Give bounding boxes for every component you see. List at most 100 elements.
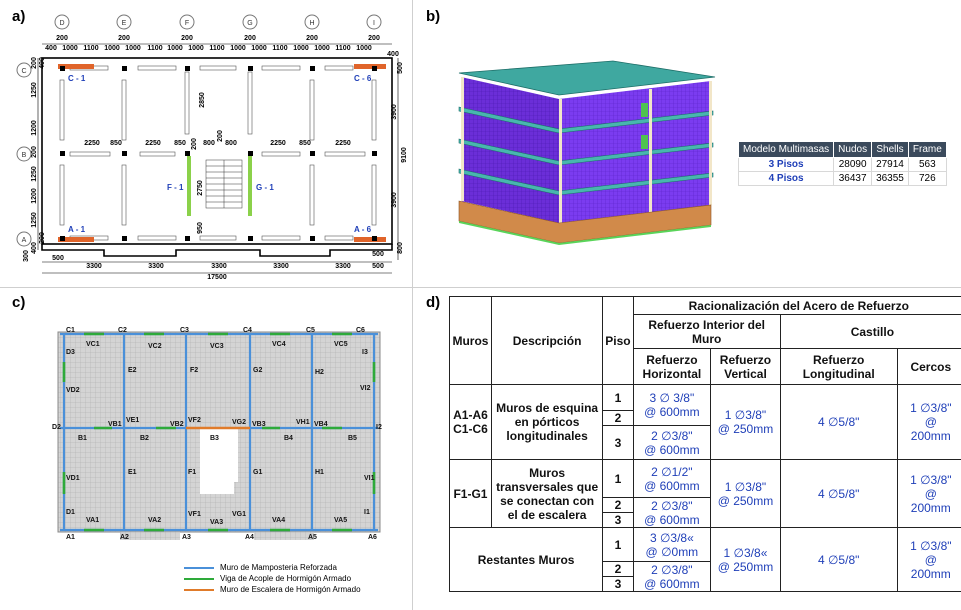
mesh-label: C4: [243, 327, 252, 334]
mesh-label: VA4: [272, 517, 285, 524]
mesh-label: VD1: [66, 475, 80, 482]
dim-top: 1000: [125, 45, 141, 52]
th-piso: Piso: [602, 296, 634, 385]
legend: Muro de Mamposteria Reforzada Viga de Ac…: [184, 562, 361, 595]
dim-bottom: 500: [372, 263, 384, 270]
panel-c-label: c): [12, 294, 26, 311]
dim-mid: 800: [203, 140, 215, 147]
mesh-label: D2: [52, 424, 61, 431]
dim-bottom: 3300: [86, 263, 102, 270]
dim-inner: 2850: [199, 92, 206, 108]
dim-right: 500: [372, 251, 384, 258]
mesh-label: VF2: [188, 417, 201, 424]
axis-letter-H: H: [309, 20, 314, 27]
dim-mid: 2250: [145, 140, 161, 147]
dim-left: 1250: [31, 166, 38, 182]
wall-label-f1: F - 1: [167, 183, 184, 192]
wall-label-a6: A - 6: [354, 225, 372, 234]
dim-left: 1200: [31, 188, 38, 204]
dim-top: 1000: [188, 45, 204, 52]
dim-bottom: 3300: [211, 263, 227, 270]
dim-top: 1000: [62, 45, 78, 52]
dim-top: 1000: [251, 45, 267, 52]
axis-letter-I: I: [373, 20, 375, 27]
th-longitudinal: Refuerzo Longitudinal: [779, 348, 898, 385]
mesh-label: VI2: [360, 385, 371, 392]
axis-letter-G: G: [247, 20, 252, 27]
dim-top: 1100: [147, 45, 162, 52]
dim-left: 200: [31, 146, 38, 158]
axis-letter-F: F: [185, 20, 189, 27]
dim-left: 200: [31, 57, 38, 69]
mesh-labels: C1 C2 C3 C4 C5 C6 VC1 VC2 VC3 VC4 VC5 D3…: [52, 327, 382, 541]
axis-circles-top: D E F G H I: [54, 14, 382, 30]
mesh-label: F2: [190, 367, 198, 374]
mesh-label: C5: [306, 327, 315, 334]
mesh-label: VB4: [314, 421, 328, 428]
dim-mid: 2250: [335, 140, 351, 147]
dim-top: 1000: [230, 45, 246, 52]
wall-label-g1: G - 1: [256, 183, 274, 192]
right-dimensions: 500 3900 9100 3900 800 500: [372, 58, 408, 260]
building-outline: [41, 57, 393, 257]
th-muros: Muros: [449, 296, 492, 385]
dim-mid: 850: [110, 140, 122, 147]
dim-200: 200: [56, 35, 68, 42]
table-title: Racionalización del Acero de Refuerzo: [632, 296, 961, 315]
dim-left: 1250: [31, 82, 38, 98]
dim-top: 1000: [293, 45, 309, 52]
table-row: 2 2 ∅3/8" @ 600mm: [450, 561, 961, 592]
mesh-label: C6: [356, 327, 365, 334]
mesh-label: A5: [308, 534, 317, 541]
dim-top: 400: [45, 45, 57, 52]
mesh-label: A4: [245, 534, 254, 541]
panel-a: a) D E F G H I C B A 200 200: [0, 0, 412, 287]
mesh-label: D3: [66, 349, 75, 356]
mesh-label: B1: [78, 435, 87, 442]
mesh-label: VG1: [232, 511, 246, 518]
table-row: 2: [450, 410, 961, 426]
dim-left: 300: [23, 250, 30, 262]
table-row: Restantes Muros 1 3 ∅3/8« @ ∅0mm 1 ∅3/8« @…: [448, 527, 961, 592]
table-row: F1-G1 Muros transversales que se conecta…: [449, 459, 961, 528]
dim-total: 17500: [207, 274, 227, 281]
divider-horizontal: [0, 287, 961, 288]
panel-d: d) Muros Descripción Piso Racionalizació…: [413, 288, 961, 610]
dim-right: 9100: [401, 147, 408, 163]
th-horizontal: Refuerzo Horizontal: [632, 348, 712, 385]
table-row: 3 2 ∅3/8" @ 600mm: [450, 425, 961, 460]
corner-walls: [58, 64, 386, 242]
dim-right: 3900: [391, 192, 398, 208]
th-descripcion: Descripción: [490, 296, 604, 385]
building-3d-model: [458, 60, 716, 245]
table-row: 3 Pisos 28090 27914 563: [737, 157, 947, 172]
axis-letter-D: D: [59, 20, 64, 27]
dim-200: 200: [118, 35, 130, 42]
legend-item: Viga de Acople de Hormigón Armado: [184, 573, 361, 584]
panel-b: b): [413, 0, 961, 287]
mesh-label: VA3: [210, 519, 223, 526]
mesh-label: B2: [140, 435, 149, 442]
mesh-label: E2: [128, 367, 137, 374]
dim-left: 1250: [31, 212, 38, 228]
axis-letter-B: B: [22, 152, 27, 159]
top-dimension-row: 200 200 200 200 200 200 400 1000 1100 10…: [42, 35, 399, 58]
mesh-label: I3: [362, 349, 368, 356]
th-castillo: Castillo: [779, 314, 961, 349]
dim-top: 1000: [167, 45, 183, 52]
mesh-label: B4: [284, 435, 293, 442]
dim-200: 200: [306, 35, 318, 42]
dim-inner: 950: [197, 222, 204, 234]
th-vertical: Refuerzo Vertical: [710, 348, 781, 385]
wall-label-a1: A - 1: [68, 225, 86, 234]
mesh-label: VI1: [364, 475, 375, 482]
mesh-label: VF1: [188, 511, 201, 518]
floor-plan-drawing: D E F G H I C B A 200 200 200 200 20: [16, 14, 408, 281]
mesh-label: G2: [253, 367, 262, 374]
dim-top: 1000: [104, 45, 120, 52]
axis-circles-left: C B A: [16, 62, 32, 247]
axis-letter-A: A: [22, 237, 27, 244]
mesh-label: VC5: [334, 341, 348, 348]
mesh-label: VG2: [232, 419, 246, 426]
mesh-label: VB2: [170, 421, 184, 428]
